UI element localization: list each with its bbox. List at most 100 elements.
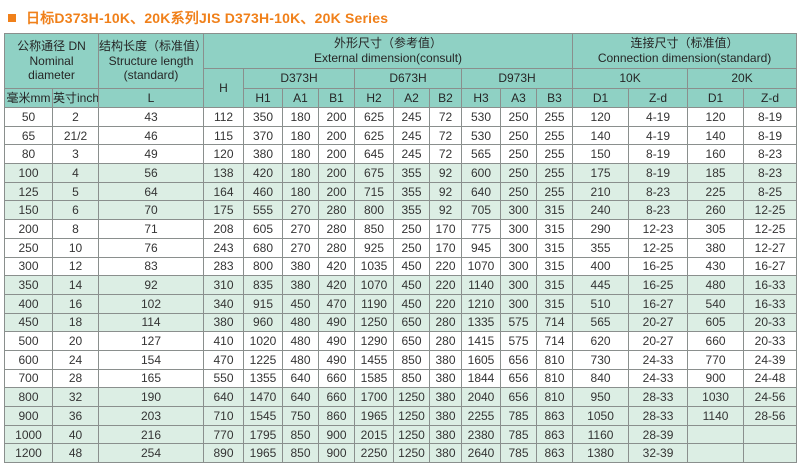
cell: 70 — [98, 200, 205, 221]
header-col-Zd-20k: Z-d — [743, 88, 798, 108]
header-external-zh: 外形尺寸（参考值） — [334, 36, 443, 51]
cell: 120 — [203, 144, 245, 165]
cell: 380 — [282, 275, 320, 295]
header-structure-length: 结构长度（标准值） Structure length (standard) — [98, 33, 205, 89]
cell: 180 — [282, 144, 320, 165]
cell: 24-56 — [743, 387, 798, 407]
cell: 200 — [4, 219, 53, 239]
cell: 190 — [98, 387, 205, 407]
table-row: 400 16 102 340 915 450 470 1190 450 220 1210 300 315… — [4, 293, 798, 314]
cell: 114 — [98, 312, 205, 333]
cell: 8-23 — [628, 200, 689, 221]
cell: 850 — [393, 349, 431, 370]
cell: 1250 — [393, 424, 431, 445]
cell: 490 — [318, 349, 356, 370]
cell: 355 — [393, 200, 431, 221]
cell: 300 — [500, 275, 538, 295]
cell: 175 — [572, 163, 630, 183]
cell: 410 — [203, 331, 245, 351]
cell: 10 — [51, 237, 100, 258]
cell: 72 — [429, 107, 463, 127]
cell: 500 — [4, 331, 53, 351]
cell: 605 — [243, 219, 284, 239]
cell: 300 — [4, 256, 53, 277]
cell: 120 — [687, 107, 745, 127]
table-row: 200 8 71 208 605 270 280 850 250 170 775 300 315 290 1… — [4, 219, 798, 239]
cell: 220 — [429, 256, 463, 277]
cell: 250 — [500, 107, 538, 127]
cell: 165 — [98, 368, 205, 389]
table-row: 350 14 92 310 835 380 420 1070 450 220 1140 300 315 4… — [4, 275, 798, 295]
cell: 380 — [429, 349, 463, 370]
cell: 24-48 — [743, 368, 798, 389]
cell: 960 — [243, 312, 284, 333]
cell: 4 — [51, 163, 100, 183]
cell: 1200 — [4, 443, 53, 464]
cell: 1250 — [393, 406, 431, 426]
cell: 640 — [282, 387, 320, 407]
header-col-A1: A1 — [282, 88, 320, 108]
cell: 300 — [500, 293, 538, 314]
cell: 450 — [393, 275, 431, 295]
cell: 225 — [687, 181, 745, 202]
cell: 840 — [572, 368, 630, 389]
table-row: 1000 40 216 770 1795 850 900 2015 1250 380 2380 785… — [4, 424, 798, 445]
table-row: 125 5 64 164 460 180 200 715 355 92 640 250 255 210 8-… — [4, 181, 798, 202]
cell: 100 — [4, 163, 53, 183]
cell: 640 — [203, 387, 245, 407]
cell: 283 — [203, 256, 245, 277]
cell: 1965 — [243, 443, 284, 464]
cell: 1050 — [572, 406, 630, 426]
cell: 2250 — [354, 443, 395, 464]
cell: 290 — [572, 219, 630, 239]
cell: 810 — [536, 387, 574, 407]
cell: 2015 — [354, 424, 395, 445]
table-row: 150 6 70 175 555 270 280 800 355 92 705 300 315 240 8-… — [4, 200, 798, 221]
cell: 120 — [572, 107, 630, 127]
cell: 180 — [282, 125, 320, 146]
cell: 770 — [203, 424, 245, 445]
cell: 28-39 — [628, 424, 689, 445]
cell: 270 — [282, 237, 320, 258]
cell: 450 — [393, 256, 431, 277]
header-model-d373h: D373H — [243, 68, 356, 89]
header-col-Zd-10k: Z-d — [628, 88, 689, 108]
cell: 430 — [687, 256, 745, 277]
cell: 1470 — [243, 387, 284, 407]
cell: 656 — [500, 349, 538, 370]
cell: 72 — [429, 125, 463, 146]
cell: 305 — [687, 219, 745, 239]
cell: 850 — [393, 368, 431, 389]
cell: 12-27 — [743, 237, 798, 258]
cell: 1225 — [243, 349, 284, 370]
table-row: 50 2 43 112 350 180 200 625 245 72 530 250 255 120 4-1… — [4, 107, 798, 127]
cell: 480 — [282, 312, 320, 333]
cell: 315 — [536, 256, 574, 277]
cell: 660 — [318, 387, 356, 407]
cell: 714 — [536, 331, 574, 351]
cell: 863 — [536, 424, 574, 445]
cell: 310 — [203, 275, 245, 295]
cell: 16-27 — [628, 293, 689, 314]
cell: 150 — [4, 200, 53, 221]
cell: 355 — [393, 181, 431, 202]
cell: 565 — [572, 312, 630, 333]
cell: 8-19 — [628, 163, 689, 183]
cell: 16-25 — [628, 256, 689, 277]
cell: 1415 — [461, 331, 502, 351]
page-title-row: 日标D373H-10K、20K系列JIS D373H-10K、20K Serie… — [0, 0, 800, 29]
cell: 625 — [354, 125, 395, 146]
cell: 315 — [536, 237, 574, 258]
cell: 250 — [4, 237, 53, 258]
cell: 255 — [536, 181, 574, 202]
header-model-d973h: D973H — [461, 68, 574, 89]
cell: 315 — [536, 275, 574, 295]
cell: 510 — [572, 293, 630, 314]
header-structure-zh: 结构长度（标准值） — [99, 39, 204, 54]
cell: 460 — [243, 181, 284, 202]
cell: 1585 — [354, 368, 395, 389]
header-col-H: H — [203, 68, 245, 108]
header-col-H1: H1 — [243, 88, 284, 108]
cell: 270 — [282, 200, 320, 221]
table-row: 250 10 76 243 680 270 280 925 250 170 945 300 315 355… — [4, 237, 798, 258]
